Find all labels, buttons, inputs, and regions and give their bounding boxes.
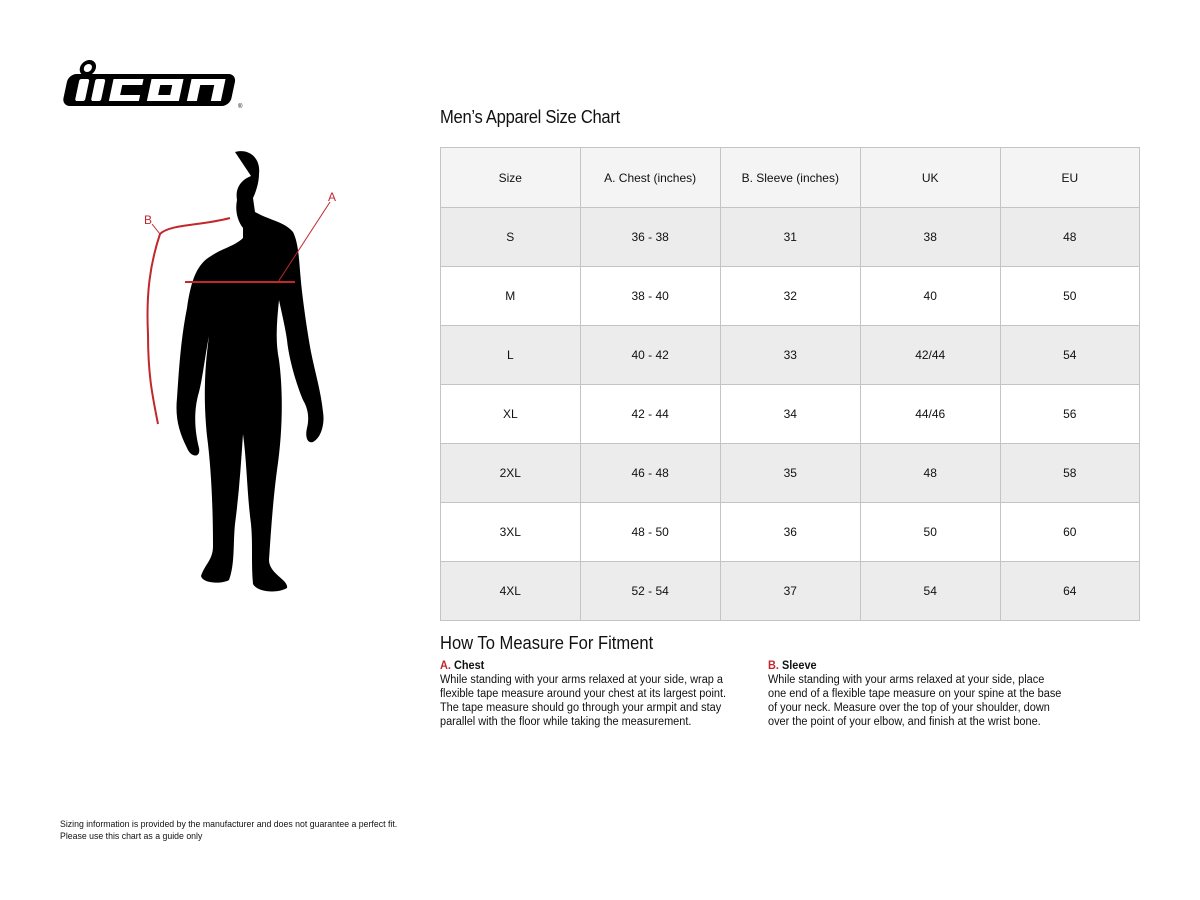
cell-chest: 42 - 44 xyxy=(579,384,721,444)
cell-uk: 38 xyxy=(859,207,1001,267)
page-title: Men’s Apparel Size Chart xyxy=(440,107,620,127)
cell-chest: 36 - 38 xyxy=(579,207,721,267)
cell-sleeve: 33 xyxy=(719,325,861,385)
body-silhouette-figure: A B xyxy=(144,151,336,592)
cell-eu: 50 xyxy=(999,266,1141,326)
chest-instructions: A. Chest While standing with your arms r… xyxy=(440,659,735,729)
table-header-row: Size A. Chest (inches) B. Sleeve (inches… xyxy=(440,147,1141,208)
cell-size: 2XL xyxy=(440,443,581,503)
size-table: Size A. Chest (inches) B. Sleeve (inches… xyxy=(440,147,1141,621)
chest-text: While standing with your arms relaxed at… xyxy=(440,674,727,728)
header-sleeve: B. Sleeve (inches) xyxy=(719,147,861,208)
disclaimer: Sizing information is provided by the ma… xyxy=(60,819,397,843)
disclaimer-line-1: Sizing information is provided by the ma… xyxy=(60,819,398,830)
cell-uk: 42/44 xyxy=(859,325,1001,385)
sleeve-letter: B. xyxy=(768,660,779,672)
table-row: XL 42 - 44 34 44/46 56 xyxy=(440,384,1141,444)
cell-uk: 44/46 xyxy=(859,384,1001,444)
cell-size: 3XL xyxy=(440,502,581,562)
disclaimer-line-2: Please use this chart as a guide only xyxy=(60,831,203,842)
sleeve-text: While standing with your arms relaxed at… xyxy=(768,674,1062,728)
table-row: S 36 - 38 31 38 48 xyxy=(440,207,1141,267)
icon-logo: ® xyxy=(63,60,243,110)
measure-heading: How To Measure For Fitment xyxy=(440,633,654,653)
cell-sleeve: 37 xyxy=(719,561,861,621)
cell-size: M xyxy=(440,266,581,326)
cell-uk: 40 xyxy=(859,266,1001,326)
chest-letter: A. xyxy=(440,660,451,672)
header-uk: UK xyxy=(859,147,1001,208)
cell-eu: 58 xyxy=(999,443,1141,503)
table-row: M 38 - 40 32 40 50 xyxy=(440,266,1141,326)
cell-sleeve: 32 xyxy=(719,266,861,326)
cell-eu: 56 xyxy=(999,384,1141,444)
cell-uk: 50 xyxy=(859,502,1001,562)
cell-eu: 60 xyxy=(999,502,1141,562)
header-size: Size xyxy=(440,147,581,208)
chest-label: Chest xyxy=(453,660,485,672)
cell-chest: 52 - 54 xyxy=(579,561,721,621)
cell-eu: 64 xyxy=(999,561,1141,621)
header-eu: EU xyxy=(999,147,1141,208)
label-a: A xyxy=(328,190,336,204)
cell-sleeve: 34 xyxy=(719,384,861,444)
cell-size: L xyxy=(440,325,581,385)
cell-chest: 46 - 48 xyxy=(579,443,721,503)
label-b: B xyxy=(144,213,152,227)
table-row: 2XL 46 - 48 35 48 58 xyxy=(440,443,1141,503)
header-chest: A. Chest (inches) xyxy=(579,147,721,208)
cell-eu: 48 xyxy=(999,207,1141,267)
cell-sleeve: 36 xyxy=(719,502,861,562)
sleeve-instructions: B. Sleeve While standing with your arms … xyxy=(768,659,1063,729)
sleeve-label: Sleeve xyxy=(781,660,817,672)
table-row: L 40 - 42 33 42/44 54 xyxy=(440,325,1141,385)
cell-size: XL xyxy=(440,384,581,444)
table-row: 4XL 52 - 54 37 54 64 xyxy=(440,561,1141,621)
cell-sleeve: 31 xyxy=(719,207,861,267)
table-row: 3XL 48 - 50 36 50 60 xyxy=(440,502,1141,562)
cell-size: 4XL xyxy=(440,561,581,621)
cell-uk: 54 xyxy=(859,561,1001,621)
cell-size: S xyxy=(440,207,581,267)
cell-chest: 48 - 50 xyxy=(579,502,721,562)
cell-sleeve: 35 xyxy=(719,443,861,503)
cell-chest: 38 - 40 xyxy=(579,266,721,326)
cell-uk: 48 xyxy=(859,443,1001,503)
cell-eu: 54 xyxy=(999,325,1141,385)
svg-text:®: ® xyxy=(238,103,243,110)
cell-chest: 40 - 42 xyxy=(579,325,721,385)
